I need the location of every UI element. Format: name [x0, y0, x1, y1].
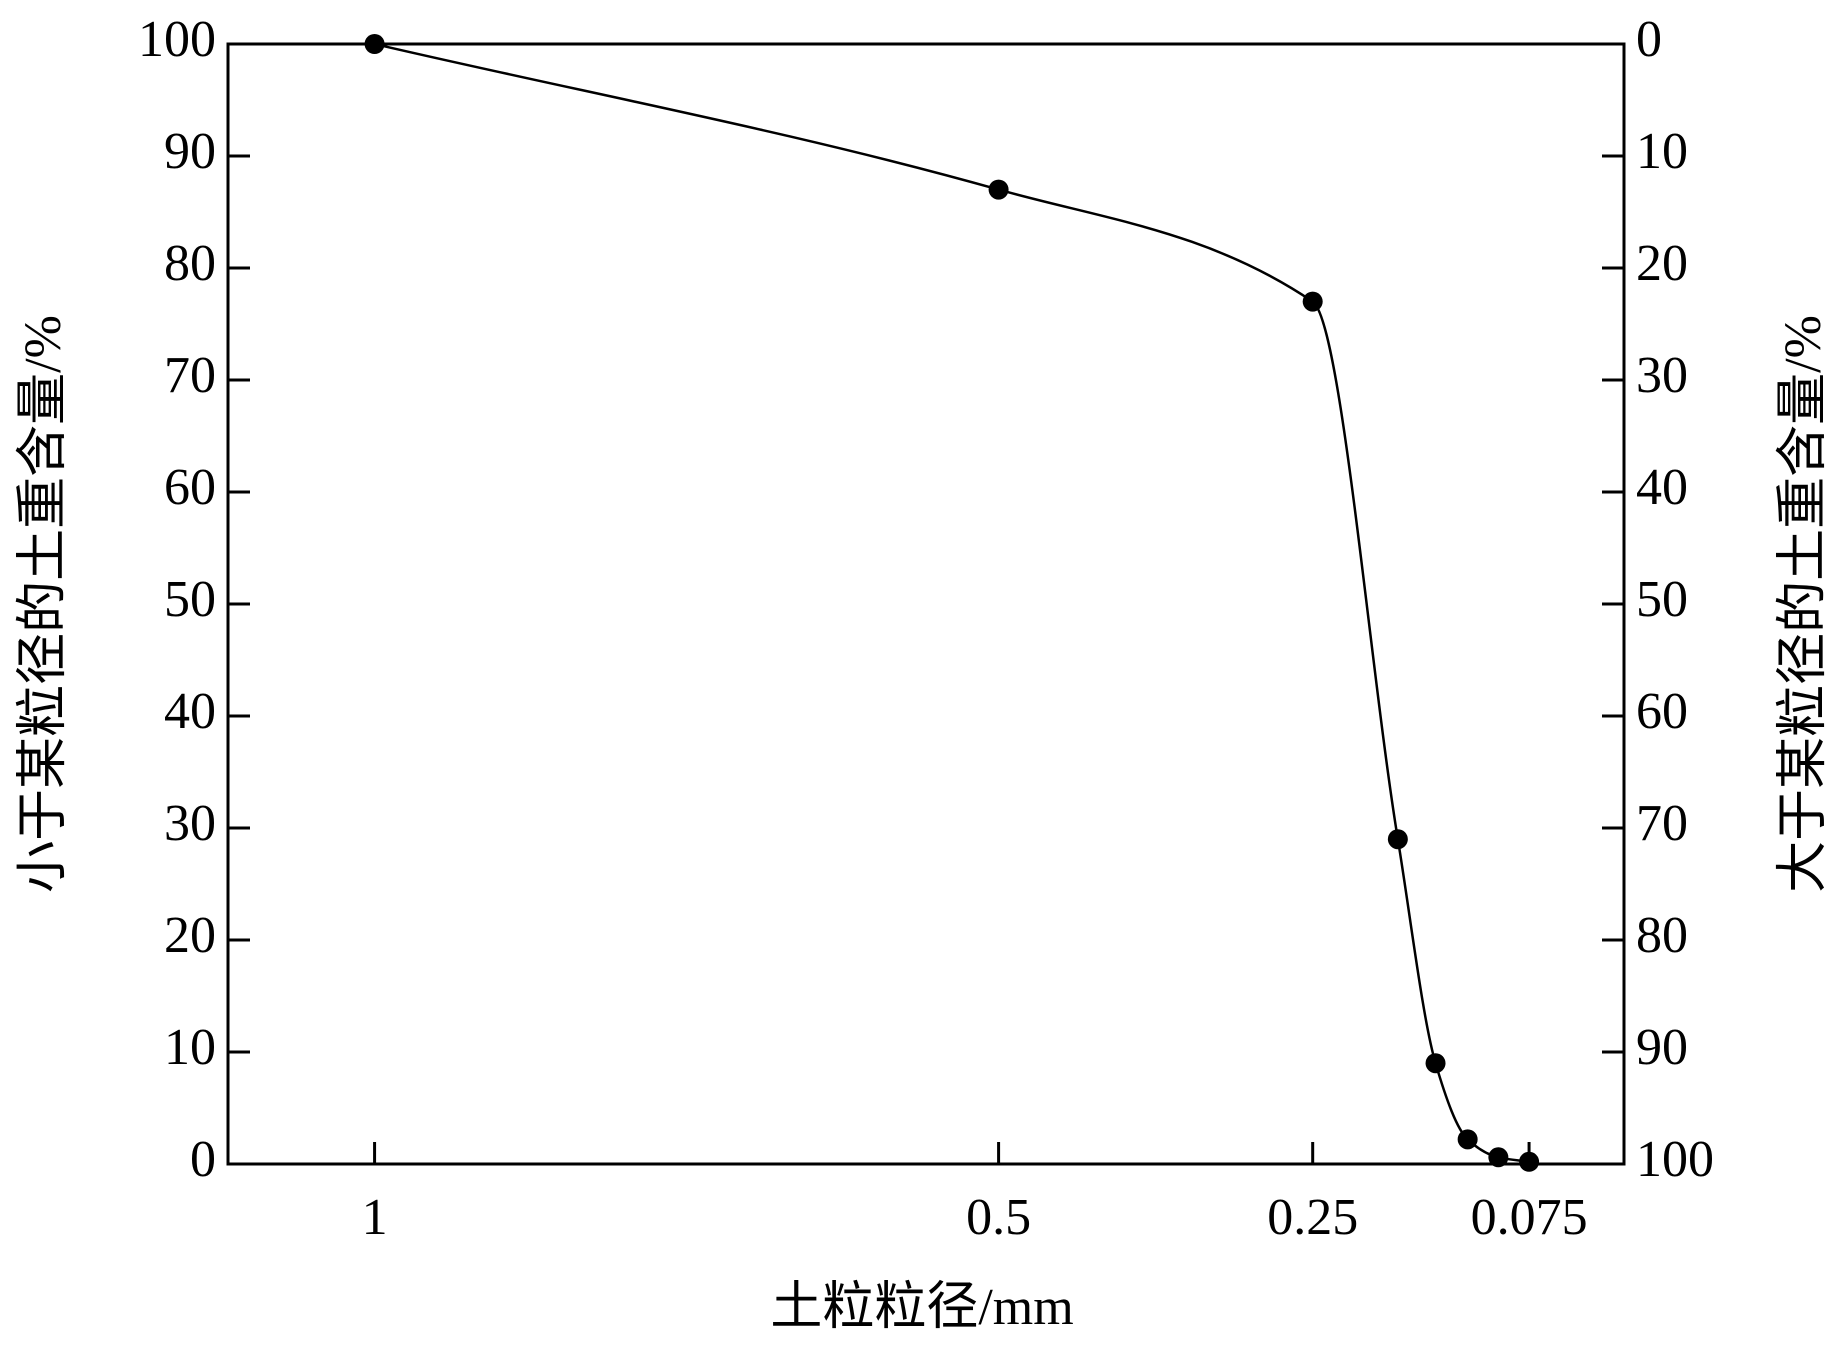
data-point	[1519, 1151, 1540, 1172]
data-point	[1425, 1053, 1446, 1074]
y-tick-label: 30	[164, 795, 216, 852]
y2-tick-label: 60	[1636, 683, 1688, 740]
x-tick-label: 1	[362, 1189, 388, 1246]
y-tick-label: 80	[164, 235, 216, 292]
data-point	[364, 34, 385, 54]
y2-tick-label: 0	[1636, 11, 1662, 68]
data-point	[1302, 291, 1323, 312]
y-tick-label: 100	[138, 11, 216, 68]
y-axis-title: 小于某粒径的土重含量/%	[15, 315, 72, 893]
y-tick-label: 50	[164, 571, 216, 628]
x-tick-label: 0.25	[1267, 1189, 1358, 1246]
y-tick-label: 0	[190, 1131, 216, 1188]
data-point	[1387, 829, 1408, 850]
y2-tick-label: 100	[1636, 1131, 1714, 1188]
x-tick-label: 0.5	[966, 1189, 1031, 1246]
y2-tick-label: 50	[1636, 571, 1688, 628]
y2-axis-title: 大于某粒径的土重含量/%	[1775, 315, 1832, 893]
y2-tick-label: 30	[1636, 347, 1688, 404]
x-tick-label: 0.075	[1471, 1189, 1588, 1246]
data-point	[1457, 1129, 1478, 1150]
y2-tick-label: 80	[1636, 907, 1688, 964]
y-tick-label: 90	[164, 123, 216, 180]
data-line	[374, 42, 1530, 1163]
y2-tick-label: 40	[1636, 459, 1688, 516]
y2-tick-label: 10	[1636, 123, 1688, 180]
plot-frame	[226, 42, 1626, 1166]
y2-tick-label: 70	[1636, 795, 1688, 852]
y-tick-label: 10	[164, 1019, 216, 1076]
y-tick-label: 70	[164, 347, 216, 404]
y-tick-label: 40	[164, 683, 216, 740]
data-point	[1488, 1147, 1509, 1168]
y-tick-label: 20	[164, 907, 216, 964]
y-tick-label: 60	[164, 459, 216, 516]
y2-tick-label: 90	[1636, 1019, 1688, 1076]
y2-tick-label: 20	[1636, 235, 1688, 292]
data-point	[988, 179, 1009, 200]
x-axis-title: 土粒粒径/mm	[770, 1279, 1073, 1336]
